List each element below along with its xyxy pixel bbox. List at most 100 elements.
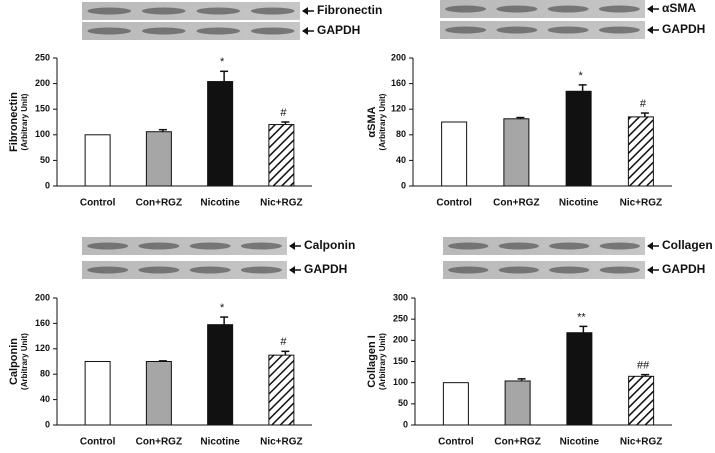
x-tick-label: Con+RGZ [136, 437, 182, 448]
blot-band [598, 26, 640, 34]
y-label: Fibronectin [8, 92, 20, 152]
y-axis-title: αSMA (Arbitrary Unit) [366, 93, 387, 150]
blot-band [448, 266, 489, 274]
blot-label: GAPDH [317, 23, 360, 37]
y-tick-label: 0 [45, 419, 50, 429]
y-tick-label: 100 [393, 377, 408, 387]
blot-band [496, 26, 538, 34]
bar [627, 116, 654, 187]
y-axis-title: Fibronectin (Arbitrary Unit) [8, 92, 29, 152]
blot-band [498, 266, 539, 274]
bar [145, 131, 172, 187]
blot-band [599, 242, 640, 250]
blot-band [250, 27, 295, 35]
blot-strip [82, 237, 287, 255]
bar [145, 361, 172, 426]
y-tick-label: 40 [40, 394, 50, 404]
x-tick-label: Con+RGZ [493, 198, 539, 209]
blot-band [599, 266, 640, 274]
y-label-unit: (Arbitrary Unit) [378, 93, 387, 150]
x-tick-label: Nic+RGZ [620, 198, 663, 209]
bar [442, 382, 469, 426]
y-axis-title: Collagen I (Arbitrary Unit) [366, 333, 387, 390]
arrow-head [647, 266, 653, 274]
annotation: ## [637, 360, 650, 372]
y-tick-label: 80 [40, 369, 50, 379]
y-tick-label: 0 [403, 419, 408, 429]
blot-band [240, 242, 282, 250]
y-tick-label: 120 [391, 104, 406, 114]
y-tick-label: 250 [393, 314, 408, 324]
y-tick-label: 300 [393, 292, 408, 302]
bar [207, 81, 234, 187]
x-tick-label: Control [436, 198, 472, 209]
y-tick-label: 160 [35, 318, 50, 328]
bar [441, 121, 468, 187]
arrow-head [647, 26, 653, 34]
blot-band [445, 5, 487, 13]
annotation: * [220, 56, 225, 68]
x-tick-label: Nicotine [200, 437, 240, 448]
bar [84, 134, 111, 187]
blot-band [87, 27, 132, 35]
bar [628, 375, 655, 426]
y-axis-title: Calponin (Arbitrary Unit) [8, 333, 29, 390]
blot-band [196, 27, 241, 35]
arrow-head [302, 27, 308, 35]
blot-band [598, 5, 640, 13]
x-tick-label: Con+RGZ [136, 198, 182, 209]
annotation: # [280, 336, 287, 348]
annotation: # [640, 98, 647, 110]
y-tick-label: 50 [40, 155, 50, 165]
x-tick-label: Nic+RGZ [260, 437, 303, 448]
bar [84, 361, 111, 426]
annotation: ** [577, 311, 586, 323]
blot-band [250, 7, 295, 15]
blot-label: GAPDH [304, 262, 347, 276]
blot-strip [440, 21, 645, 39]
y-label: Collagen I [366, 335, 378, 388]
y-tick-label: 80 [396, 129, 406, 139]
blot-band [87, 242, 129, 250]
blot-band [498, 242, 539, 250]
bar [268, 124, 295, 187]
arrow-head [647, 5, 653, 13]
blot-strip [82, 2, 300, 20]
y-tick-label: 0 [401, 180, 406, 190]
y-label: Calponin [8, 338, 20, 385]
y-label-unit: (Arbitrary Unit) [378, 333, 387, 390]
blot-strip [82, 261, 287, 279]
blot-band [496, 5, 538, 13]
annotation: * [220, 302, 225, 314]
y-tick-label: 50 [398, 398, 408, 408]
y-tick-label: 150 [393, 356, 408, 366]
y-tick-label: 160 [391, 78, 406, 88]
y-tick-label: 200 [391, 52, 406, 62]
y-tick-label: 100 [35, 129, 50, 139]
y-tick-label: 250 [35, 52, 50, 62]
arrow-head [289, 266, 295, 274]
y-tick-label: 120 [35, 343, 50, 353]
bar [504, 380, 531, 426]
y-label-unit: (Arbitrary Unit) [20, 93, 29, 150]
blot-band [87, 266, 129, 274]
blot-band [196, 7, 241, 15]
y-tick-label: 200 [35, 78, 50, 88]
blot-label: Fibronectin [317, 3, 382, 17]
blot-band [138, 242, 180, 250]
annotation: # [280, 107, 287, 119]
x-tick-label: Nic+RGZ [260, 198, 303, 209]
blot-band [448, 242, 489, 250]
bar [207, 324, 234, 426]
x-tick-label: Nicotine [560, 437, 600, 448]
y-tick-label: 0 [45, 180, 50, 190]
x-tick-label: Control [80, 437, 116, 448]
blot-strip [443, 261, 645, 279]
arrow-head [302, 7, 308, 15]
annotation: * [578, 70, 583, 82]
blot-band [141, 27, 186, 35]
bar [566, 332, 593, 426]
blot-band [547, 5, 589, 13]
x-tick-label: Nic+RGZ [620, 437, 663, 448]
y-tick-label: 40 [396, 155, 406, 165]
